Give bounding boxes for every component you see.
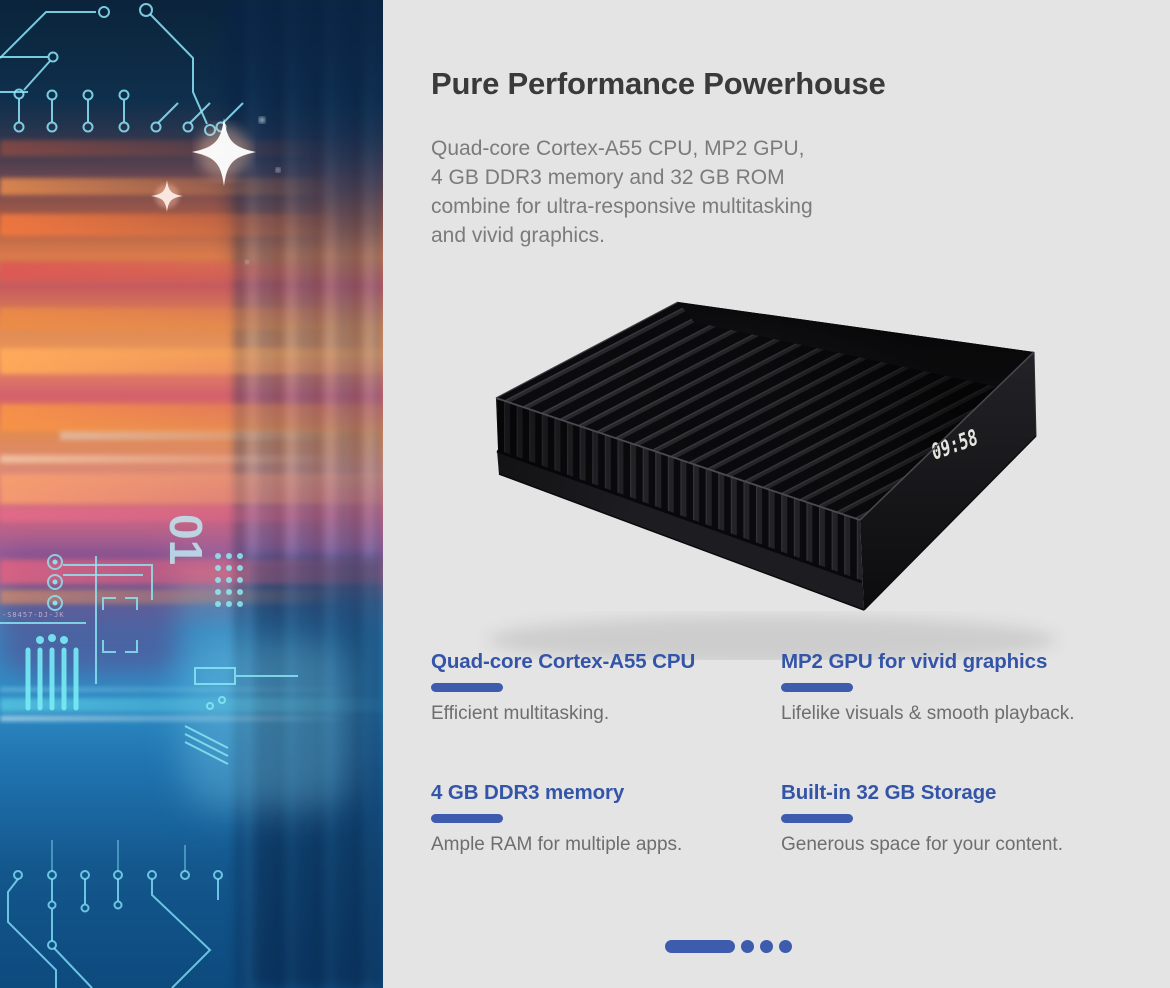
carousel-dot-3[interactable] <box>760 940 773 953</box>
intro-paragraph: Quad-core Cortex-A55 CPU, MP2 GPU, 4 GB … <box>431 137 813 247</box>
carousel-dot-2[interactable] <box>741 940 754 953</box>
carousel-pagination <box>665 940 792 953</box>
hero-serial-text: -S8457-DJ-JK <box>2 611 65 619</box>
feature-underline <box>781 814 853 823</box>
hero-overlay-number: 01 <box>160 514 212 565</box>
feature-underline <box>431 814 503 823</box>
feature-storage: Built-in 32 GB Storage Generous space fo… <box>781 781 1131 856</box>
feature-description: Efficient multitasking. <box>431 703 610 724</box>
feature-title: MP2 GPU for vivid graphics <box>781 650 1048 673</box>
carousel-dot-1[interactable] <box>665 940 735 953</box>
carousel-dot-4[interactable] <box>779 940 792 953</box>
feature-gpu: MP2 GPU for vivid graphics Lifelike visu… <box>781 650 1131 725</box>
product-shadow <box>487 616 1057 660</box>
page-title: Pure Performance Powerhouse <box>431 66 886 101</box>
product-image-tv-box: 09:58 <box>487 301 1057 660</box>
sparkle-small-icon <box>151 180 183 212</box>
feature-description: Ample RAM for multiple apps. <box>431 834 683 855</box>
feature-underline <box>781 683 853 692</box>
feature-cpu: Quad-core Cortex-A55 CPU Efficient multi… <box>431 650 781 725</box>
feature-memory: 4 GB DDR3 memory Ample RAM for multiple … <box>431 781 781 856</box>
feature-title: 4 GB DDR3 memory <box>431 781 625 804</box>
feature-underline <box>431 683 503 692</box>
feature-description: Generous space for your content. <box>781 834 1063 855</box>
hero-circuit-traces: 01 -S8457-DJ-JK <box>0 3 298 988</box>
sparkle-icon <box>192 118 256 186</box>
feature-title: Built-in 32 GB Storage <box>781 781 997 804</box>
feature-description: Lifelike visuals & smooth playback. <box>781 703 1075 724</box>
feature-grid: Quad-core Cortex-A55 CPU Efficient multi… <box>431 650 1121 856</box>
front-panel <box>860 352 1036 610</box>
circuit-hero-image: 01 -S8457-DJ-JK <box>0 0 383 988</box>
feature-title: Quad-core Cortex-A55 CPU <box>431 650 696 673</box>
